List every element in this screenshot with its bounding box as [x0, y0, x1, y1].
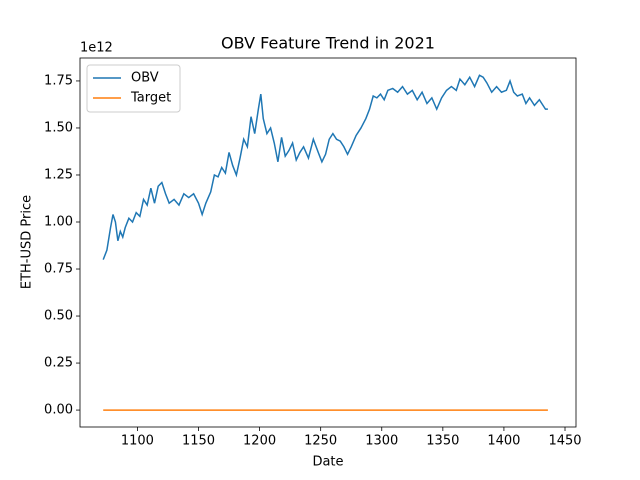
y-tick-label: 1.25	[44, 167, 73, 182]
x-tick-label: 1450	[548, 434, 581, 449]
y-tick-label: 1.75	[44, 73, 73, 88]
y-axis-label: ETH-USD Price	[20, 195, 35, 289]
y-tick-label: 0.50	[44, 309, 73, 324]
x-tick-label: 1150	[182, 434, 215, 449]
y-tick-label: 0.00	[44, 403, 73, 418]
y-tick-label: 0.75	[44, 262, 73, 277]
x-tick-label: 1250	[304, 434, 337, 449]
plot-frame	[79, 57, 577, 428]
y-tick-label: 1.50	[44, 120, 73, 135]
legend-label: Target	[130, 91, 171, 106]
x-tick-label: 1400	[487, 434, 520, 449]
x-tick-label: 1350	[426, 434, 459, 449]
x-tick-label: 1100	[121, 434, 154, 449]
y-offset-label: 1e12	[80, 41, 113, 56]
legend-box	[86, 64, 181, 113]
x-tick-label: 1200	[243, 434, 276, 449]
x-axis-label: Date	[312, 455, 343, 470]
line-series	[102, 74, 548, 260]
y-tick-label: 1.00	[44, 215, 73, 230]
legend-label: OBV	[131, 71, 159, 86]
y-tick-label: 0.25	[44, 356, 73, 371]
chart-title: OBV Feature Trend in 2021	[221, 34, 435, 53]
x-tick-label: 1300	[365, 434, 398, 449]
